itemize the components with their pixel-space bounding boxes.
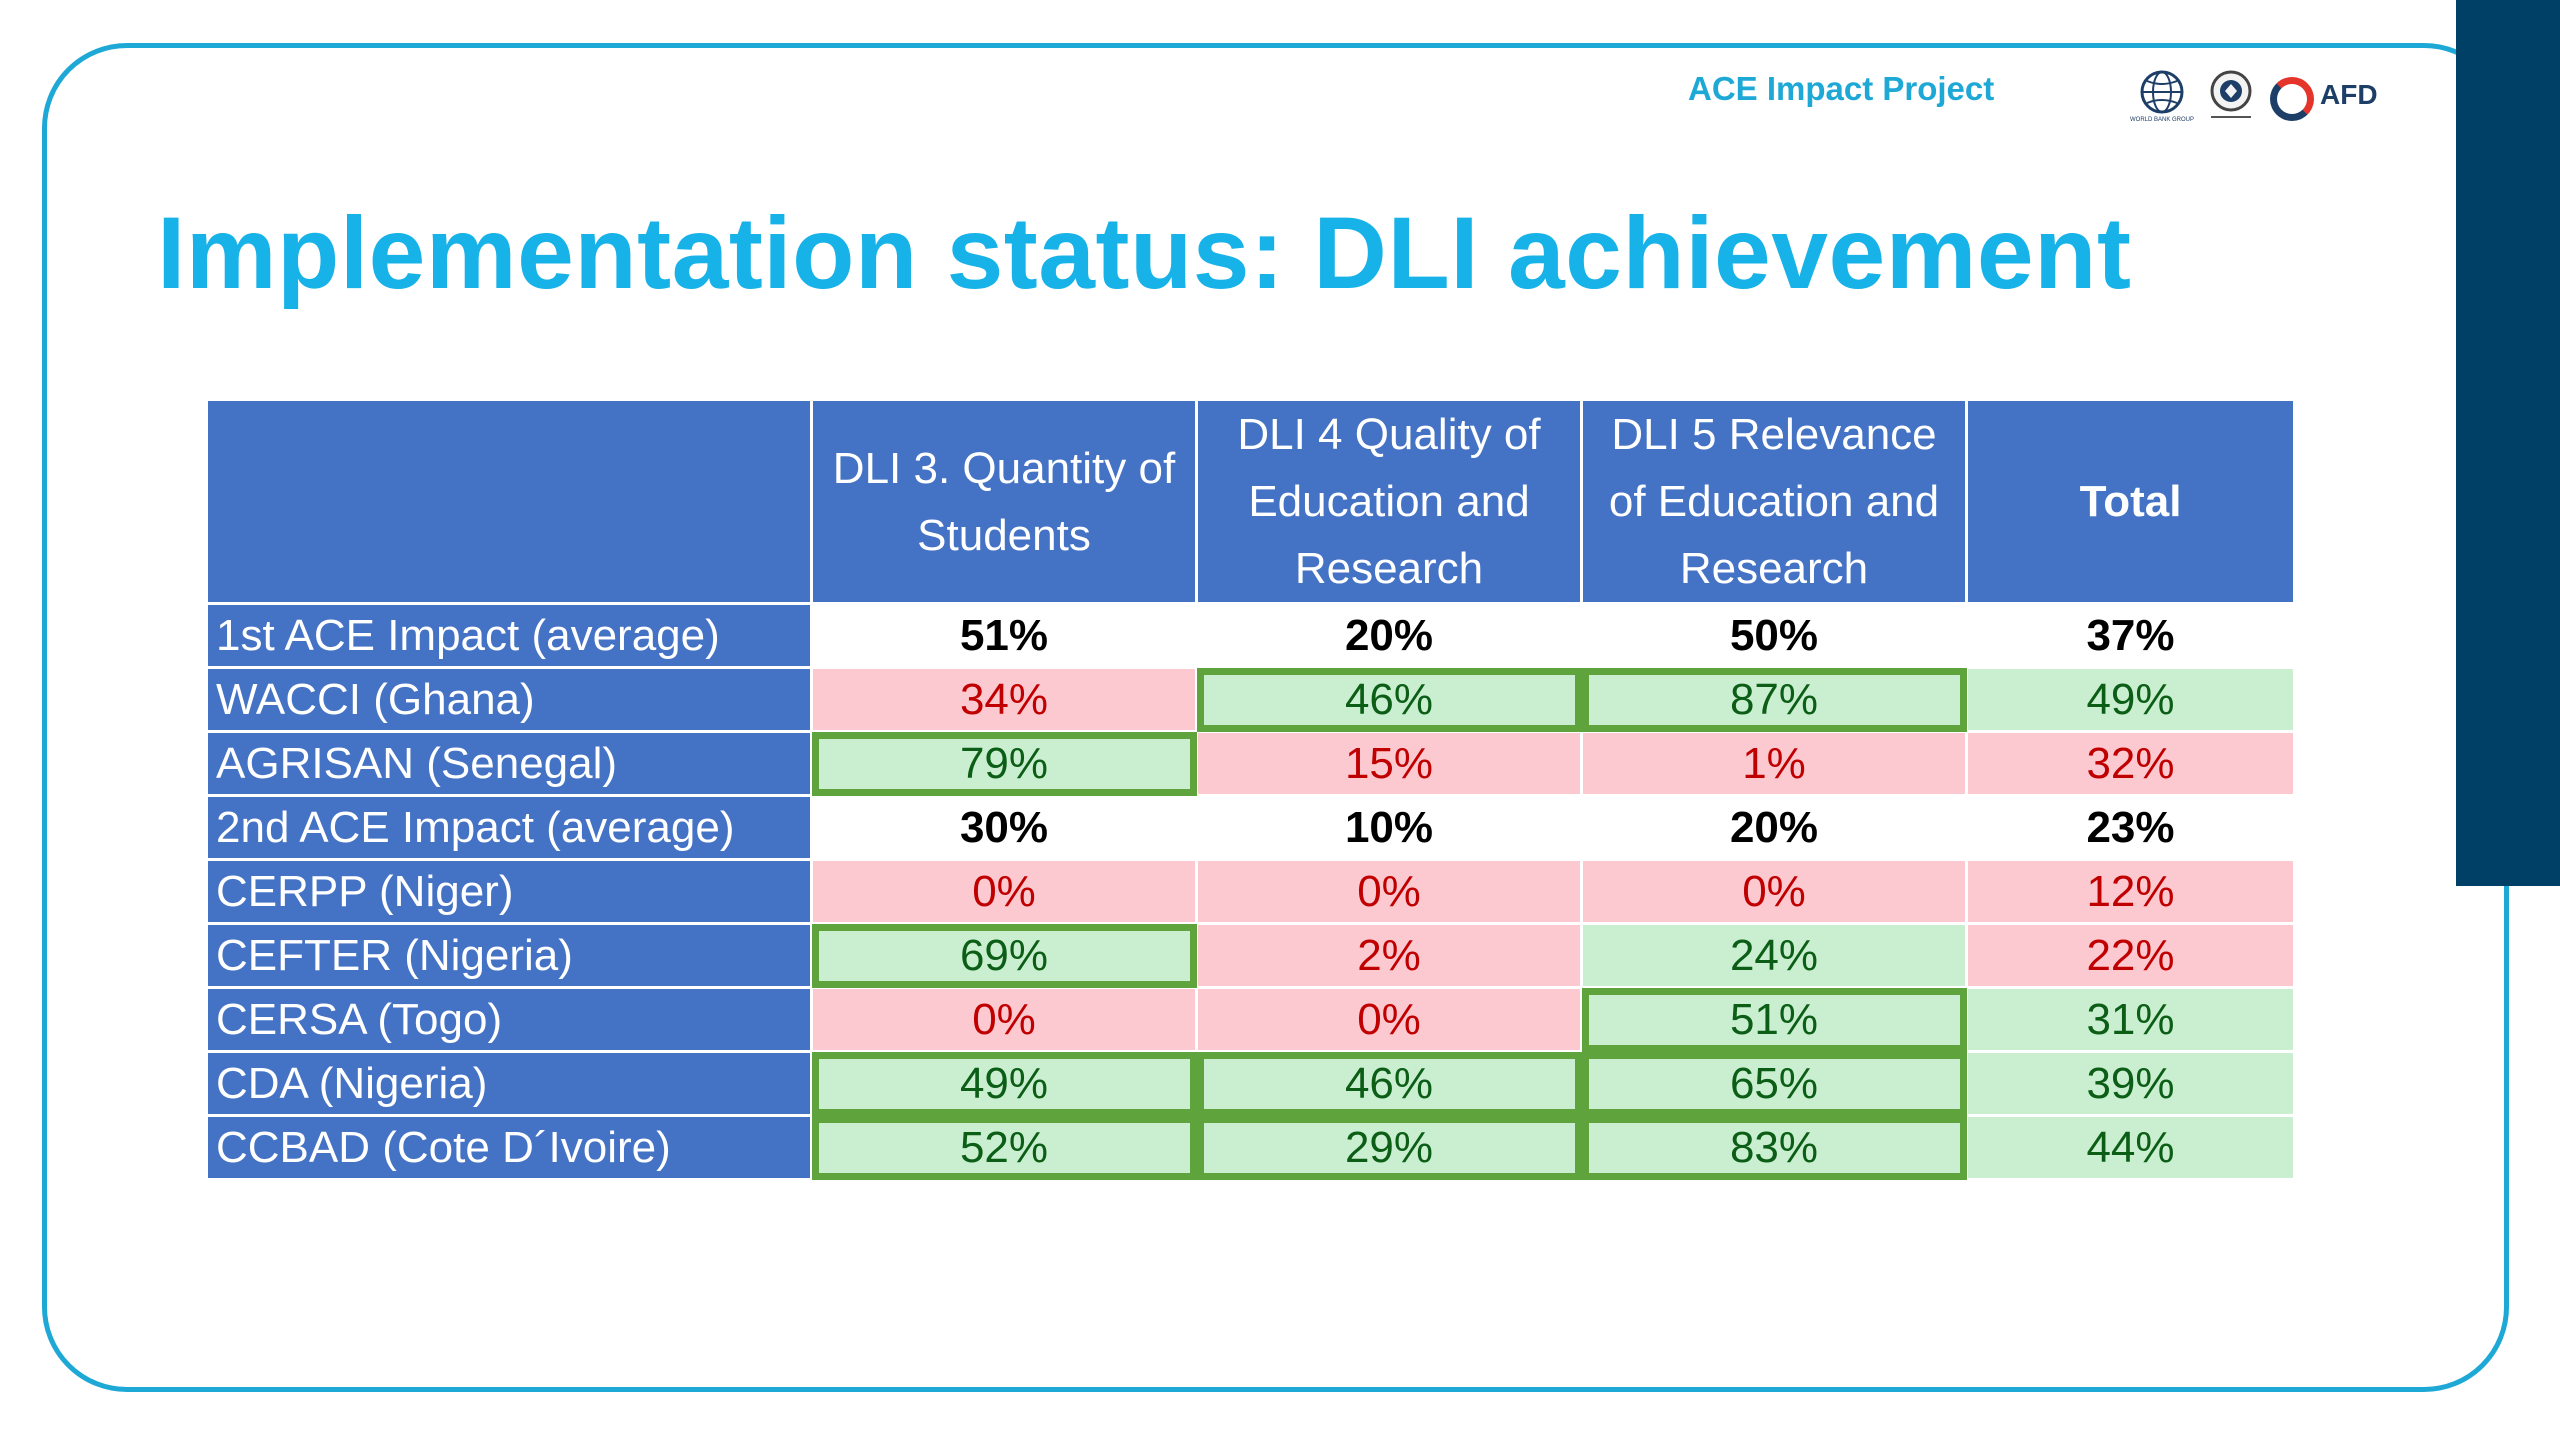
value-cell: 49% bbox=[1965, 666, 2296, 733]
table-row: CERPP (Niger) 0% 0% 0% 12% bbox=[205, 858, 2296, 925]
world-bank-logo: WORLD BANK GROUP bbox=[2130, 69, 2195, 129]
value-cell: 1% bbox=[1580, 730, 1968, 797]
world-bank-caption: WORLD BANK GROUP bbox=[2130, 117, 2195, 123]
afd-label: AFD bbox=[2320, 79, 2378, 110]
value-cell: 12% bbox=[1965, 858, 2296, 925]
header-dli5: DLI 5 Relevance of Education and Researc… bbox=[1580, 398, 1968, 605]
value-cell: 34% bbox=[810, 666, 1198, 733]
seal-logo bbox=[2208, 69, 2254, 129]
value-cell: 46% bbox=[1195, 666, 1583, 733]
header-total: Total bbox=[1965, 398, 2296, 605]
table-row: AGRISAN (Senegal) 79% 15% 1% 32% bbox=[205, 730, 2296, 797]
afd-ring-icon bbox=[2270, 77, 2314, 121]
row-label: CERSA (Togo) bbox=[205, 986, 813, 1053]
afd-sub-line bbox=[2320, 110, 2378, 118]
project-name: ACE Impact Project bbox=[1688, 70, 1995, 107]
value-cell: 50% bbox=[1580, 602, 1968, 669]
table-row: CEFTER (Nigeria) 69% 2% 24% 22% bbox=[205, 922, 2296, 989]
header-dli3: DLI 3. Quantity of Students bbox=[810, 398, 1198, 605]
value-cell: 87% bbox=[1580, 666, 1968, 733]
row-label: WACCI (Ghana) bbox=[205, 666, 813, 733]
value-cell: 65% bbox=[1580, 1050, 1968, 1117]
seal-caption-line bbox=[2211, 116, 2251, 118]
value-cell: 51% bbox=[1580, 986, 1968, 1053]
value-cell: 0% bbox=[810, 986, 1198, 1053]
header-dli4: DLI 4 Quality of Education and Research bbox=[1195, 398, 1583, 605]
value-cell: 79% bbox=[810, 730, 1198, 797]
value-cell: 39% bbox=[1965, 1050, 2296, 1117]
value-cell: 69% bbox=[810, 922, 1198, 989]
table-row: CERSA (Togo) 0% 0% 51% 31% bbox=[205, 986, 2296, 1053]
value-cell: 46% bbox=[1195, 1050, 1583, 1117]
value-cell: 22% bbox=[1965, 922, 2296, 989]
table-row: WACCI (Ghana) 34% 46% 87% 49% bbox=[205, 666, 2296, 733]
partner-logos: WORLD BANK GROUP AFD bbox=[2130, 64, 2378, 134]
table-row: 1st ACE Impact (average) 51% 20% 50% 37% bbox=[205, 602, 2296, 669]
side-accent-bar bbox=[2456, 0, 2560, 886]
value-cell: 32% bbox=[1965, 730, 2296, 797]
table-row: CCBAD (Cote D´Ivoire) 52% 29% 83% 44% bbox=[205, 1114, 2296, 1181]
value-cell: 31% bbox=[1965, 986, 2296, 1053]
row-label: AGRISAN (Senegal) bbox=[205, 730, 813, 797]
globe-icon bbox=[2140, 70, 2184, 114]
slide-title: Implementation status: DLI achievement bbox=[157, 196, 2132, 310]
table-row: 2nd ACE Impact (average) 30% 10% 20% 23% bbox=[205, 794, 2296, 861]
value-cell: 0% bbox=[1195, 858, 1583, 925]
value-cell: 0% bbox=[1580, 858, 1968, 925]
row-label: CEFTER (Nigeria) bbox=[205, 922, 813, 989]
value-cell: 20% bbox=[1580, 794, 1968, 861]
value-cell: 51% bbox=[810, 602, 1198, 669]
header-corner bbox=[205, 398, 813, 605]
value-cell: 24% bbox=[1580, 922, 1968, 989]
row-label: CERPP (Niger) bbox=[205, 858, 813, 925]
value-cell: 0% bbox=[810, 858, 1198, 925]
row-label: CCBAD (Cote D´Ivoire) bbox=[205, 1114, 813, 1181]
value-cell: 83% bbox=[1580, 1114, 1968, 1181]
value-cell: 20% bbox=[1195, 602, 1583, 669]
seal-icon bbox=[2210, 70, 2252, 112]
value-cell: 0% bbox=[1195, 986, 1583, 1053]
value-cell: 15% bbox=[1195, 730, 1583, 797]
row-label: CDA (Nigeria) bbox=[205, 1050, 813, 1117]
row-label: 2nd ACE Impact (average) bbox=[205, 794, 813, 861]
afd-logo: AFD bbox=[2270, 77, 2378, 121]
value-cell: 10% bbox=[1195, 794, 1583, 861]
value-cell: 52% bbox=[810, 1114, 1198, 1181]
table-row: CDA (Nigeria) 49% 46% 65% 39% bbox=[205, 1050, 2296, 1117]
value-cell: 2% bbox=[1195, 922, 1583, 989]
value-cell: 29% bbox=[1195, 1114, 1583, 1181]
row-label: 1st ACE Impact (average) bbox=[205, 602, 813, 669]
value-cell: 49% bbox=[810, 1050, 1198, 1117]
value-cell: 30% bbox=[810, 794, 1198, 861]
header-row: DLI 3. Quantity of Students DLI 4 Qualit… bbox=[205, 398, 2296, 605]
value-cell: 44% bbox=[1965, 1114, 2296, 1181]
table-body: 1st ACE Impact (average) 51% 20% 50% 37% WACC… bbox=[205, 602, 2296, 1181]
value-cell: 37% bbox=[1965, 602, 2296, 669]
value-cell: 23% bbox=[1965, 794, 2296, 861]
dli-table: DLI 3. Quantity of Students DLI 4 Qualit… bbox=[205, 398, 2296, 1181]
